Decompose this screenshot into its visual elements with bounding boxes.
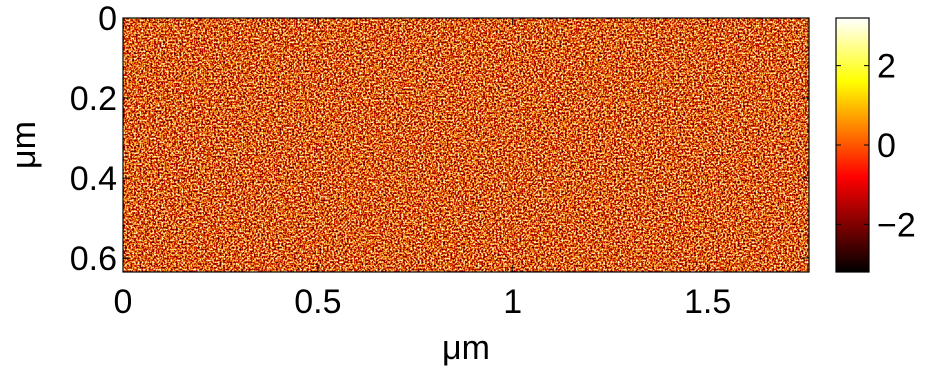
colorbar-tick-label: 2 xyxy=(877,48,896,86)
x-tick-label: 1.5 xyxy=(684,283,731,321)
x-tick-label: 0 xyxy=(114,283,133,321)
colorbar-tick-label: −2 xyxy=(877,206,916,244)
x-tick-label: 1 xyxy=(503,283,522,321)
colorbar-tick-label: 0 xyxy=(877,127,896,165)
y-tick-label: 0.4 xyxy=(70,160,117,198)
heatmap-noise xyxy=(123,18,809,272)
x-axis-label: μm xyxy=(442,329,490,367)
y-axis-label: μm xyxy=(5,121,43,169)
x-tick-label: 0.5 xyxy=(294,283,341,321)
y-tick-label: 0.6 xyxy=(70,240,117,278)
plot-frame xyxy=(122,17,810,273)
colorbar xyxy=(835,17,870,273)
y-tick-label: 0 xyxy=(98,0,117,38)
y-tick-label: 0.2 xyxy=(70,80,117,118)
